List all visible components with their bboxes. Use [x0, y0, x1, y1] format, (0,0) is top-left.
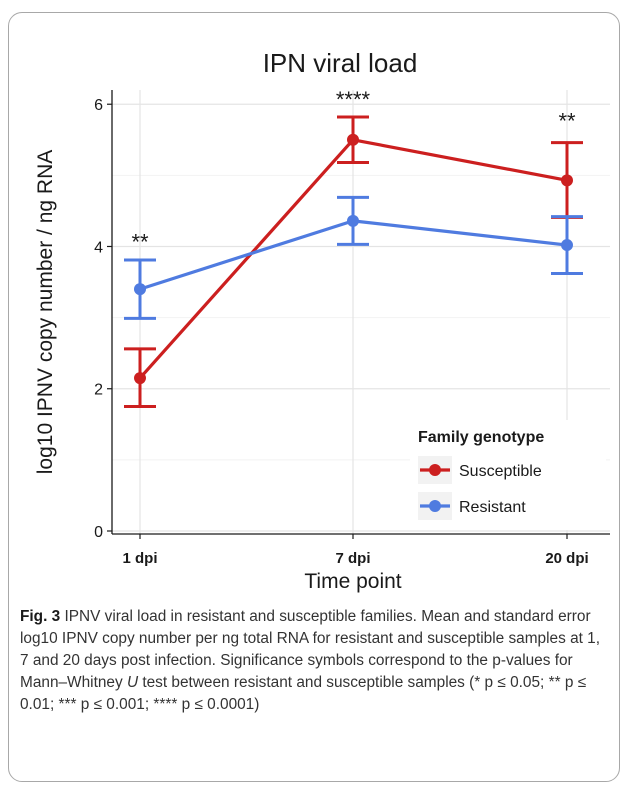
- data-point-susceptible: [134, 372, 146, 385]
- legend-title: Family genotype: [418, 429, 544, 446]
- significance-marker: ****: [336, 87, 371, 112]
- data-point-resistant: [347, 214, 359, 227]
- y-tick-label: 4: [94, 239, 103, 256]
- legend-point-resistant: [429, 500, 441, 512]
- legend: Family genotype Susceptible Resistant: [410, 420, 606, 530]
- y-tick-label: 6: [94, 97, 103, 114]
- caption-label: Fig. 3: [20, 608, 61, 625]
- significance-marker: **: [558, 108, 576, 133]
- data-point-susceptible: [561, 174, 573, 187]
- axes-layer: 0 2 4 6 1 dpi 7 dpi 20 dpi: [94, 90, 610, 567]
- series-layer: [124, 115, 583, 409]
- caption-italic-u: U: [126, 674, 139, 691]
- x-tick-label: 20 dpi: [545, 550, 588, 567]
- y-axis-label: log10 IPNV copy number / ng RNA: [34, 150, 57, 475]
- data-point-resistant: [561, 239, 573, 252]
- legend-label-susceptible: Susceptible: [459, 463, 542, 480]
- figure-caption: Fig. 3 IPNV viral load in resistant and …: [20, 606, 610, 716]
- legend-items: Susceptible Resistant: [418, 456, 542, 520]
- y-tick-label: 0: [94, 524, 103, 541]
- caption-text-2: test between resistant and susceptible s…: [20, 674, 587, 713]
- x-axis-label: Time point: [304, 570, 401, 593]
- chart-title: IPN viral load: [263, 48, 418, 78]
- caption-text-1: IPNV viral load in resistant and suscept…: [20, 608, 601, 691]
- significance-marker: **: [131, 229, 149, 254]
- data-point-susceptible: [347, 133, 359, 146]
- annotation-layer: ********: [131, 87, 576, 254]
- legend-label-resistant: Resistant: [459, 499, 526, 516]
- x-tick-label: 1 dpi: [122, 550, 157, 567]
- legend-point-susceptible: [429, 464, 441, 476]
- data-point-resistant: [134, 283, 146, 296]
- x-tick-label: 7 dpi: [335, 550, 370, 567]
- y-tick-label: 2: [94, 382, 103, 399]
